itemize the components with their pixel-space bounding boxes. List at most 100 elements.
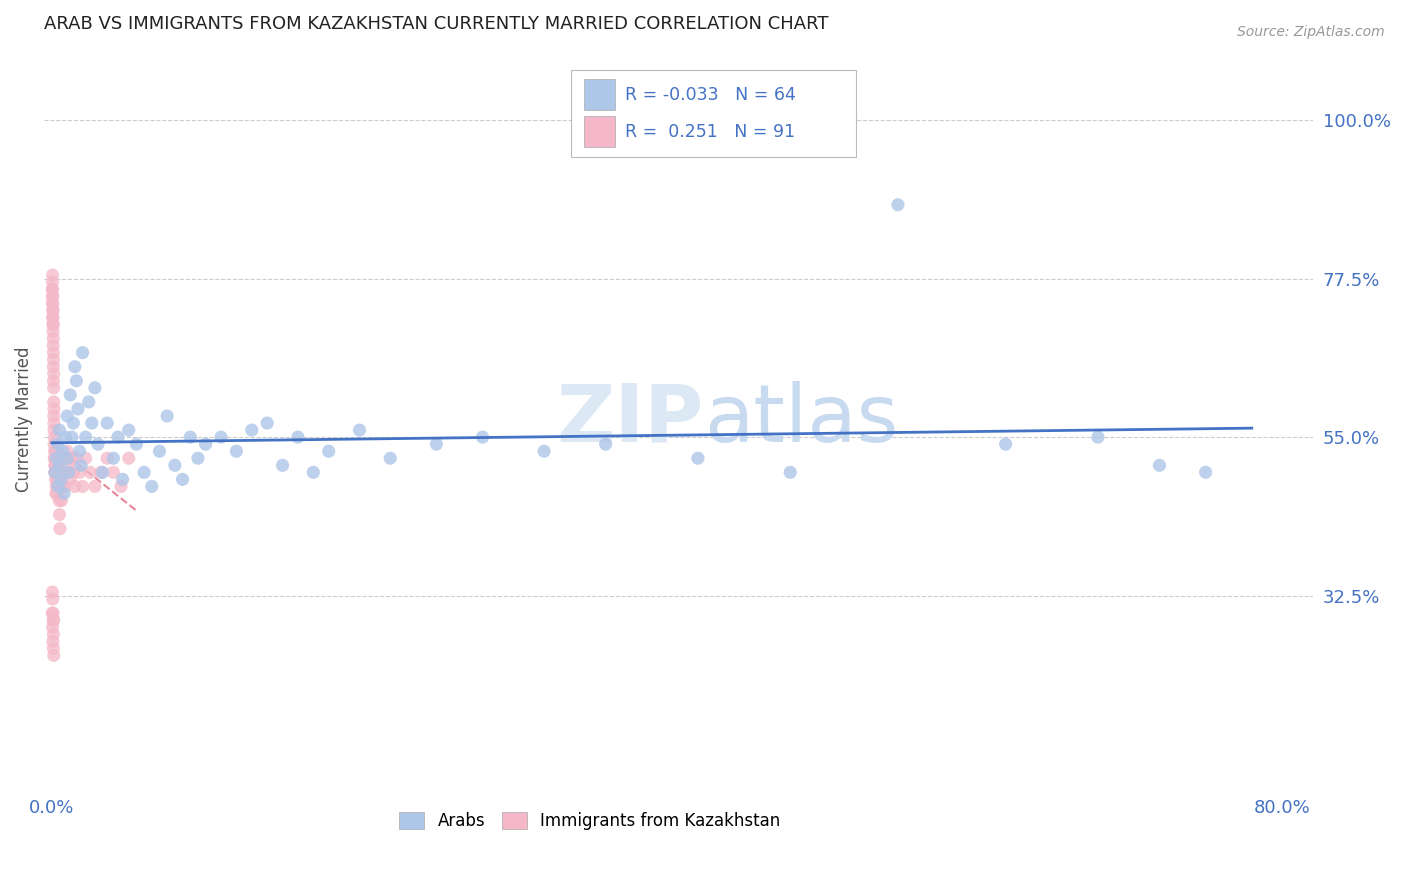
Point	[52, 451, 75, 466]
Point	[111, 472, 134, 486]
Point	[58, 458, 80, 473]
Point	[42, 310, 65, 325]
Point	[70, 458, 93, 473]
Point	[380, 451, 402, 466]
Point	[187, 451, 209, 466]
Point	[110, 479, 132, 493]
Point	[46, 486, 69, 500]
Point	[156, 409, 179, 423]
Point	[42, 359, 65, 374]
Point	[45, 451, 67, 466]
Point	[56, 451, 79, 466]
Point	[66, 401, 89, 416]
Point	[96, 451, 118, 466]
Point	[42, 395, 65, 409]
Point	[779, 466, 801, 480]
Point	[51, 466, 73, 480]
Point	[118, 451, 141, 466]
Point	[42, 318, 65, 332]
Point	[349, 423, 371, 437]
Point	[42, 613, 65, 627]
Point	[42, 318, 65, 332]
Point	[44, 466, 66, 480]
Point	[42, 627, 65, 641]
Point	[103, 451, 125, 466]
Point	[53, 479, 76, 493]
Point	[44, 444, 66, 458]
Point	[41, 310, 63, 325]
Point	[42, 641, 65, 656]
Point	[42, 613, 65, 627]
Point	[209, 430, 232, 444]
Point	[42, 303, 65, 318]
Point	[44, 466, 66, 480]
Point	[163, 458, 186, 473]
Point	[60, 430, 83, 444]
Point	[45, 486, 67, 500]
Point	[58, 466, 80, 480]
Point	[41, 296, 63, 310]
Point	[240, 423, 263, 437]
Point	[172, 472, 194, 486]
Point	[45, 458, 67, 473]
Point	[44, 458, 66, 473]
Point	[42, 648, 65, 663]
Point	[42, 303, 65, 318]
Point	[118, 423, 141, 437]
Point	[87, 437, 110, 451]
Point	[686, 451, 709, 466]
Point	[69, 466, 91, 480]
Point	[44, 430, 66, 444]
Point	[41, 268, 63, 282]
Point	[52, 444, 75, 458]
Point	[59, 388, 82, 402]
Point	[65, 374, 87, 388]
Point	[256, 416, 278, 430]
Point	[72, 345, 94, 359]
Point	[194, 437, 217, 451]
Point	[46, 466, 69, 480]
Point	[271, 458, 294, 473]
Point	[42, 345, 65, 359]
Point	[44, 458, 66, 473]
Point	[49, 472, 72, 486]
Point	[425, 437, 447, 451]
Point	[42, 296, 65, 310]
Point	[80, 416, 103, 430]
Point	[45, 472, 67, 486]
Point	[994, 437, 1017, 451]
Point	[42, 416, 65, 430]
Point	[132, 466, 155, 480]
Point	[55, 430, 77, 444]
Text: ZIP: ZIP	[557, 381, 704, 458]
Point	[75, 451, 97, 466]
Point	[44, 451, 66, 466]
Point	[107, 430, 129, 444]
Point	[62, 466, 84, 480]
Point	[56, 409, 79, 423]
Point	[42, 367, 65, 381]
Point	[55, 466, 77, 480]
Point	[44, 451, 66, 466]
FancyBboxPatch shape	[583, 116, 616, 147]
Point	[75, 430, 97, 444]
Point	[48, 479, 70, 493]
Point	[45, 472, 67, 486]
Point	[42, 381, 65, 395]
Point	[42, 409, 65, 423]
Y-axis label: Currently Married: Currently Married	[15, 347, 32, 492]
Point	[41, 282, 63, 296]
Point	[77, 395, 100, 409]
Point	[63, 359, 86, 374]
Point	[42, 401, 65, 416]
Point	[1087, 430, 1109, 444]
Point	[46, 437, 69, 451]
Point	[49, 479, 72, 493]
Point	[41, 289, 63, 303]
Text: R =  0.251   N = 91: R = 0.251 N = 91	[626, 123, 796, 141]
Point	[49, 522, 72, 536]
Point	[595, 437, 617, 451]
Point	[41, 585, 63, 599]
Point	[533, 444, 555, 458]
Point	[91, 466, 114, 480]
